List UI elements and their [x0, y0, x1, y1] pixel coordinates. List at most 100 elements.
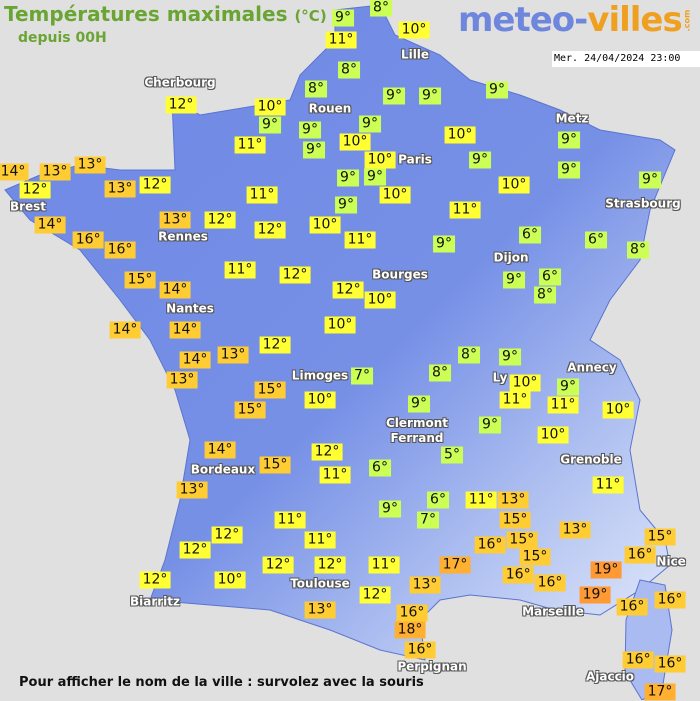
- temperature-marker[interactable]: 10°: [214, 571, 246, 589]
- temperature-marker[interactable]: 8°: [305, 80, 327, 98]
- temperature-marker[interactable]: 15°: [259, 456, 291, 474]
- temperature-marker[interactable]: 14°: [204, 441, 236, 459]
- temperature-marker[interactable]: 9°: [479, 416, 501, 434]
- temperature-marker[interactable]: 15°: [234, 401, 266, 419]
- temperature-marker[interactable]: 14°: [159, 281, 191, 299]
- temperature-marker[interactable]: 16°: [654, 591, 686, 609]
- temperature-marker[interactable]: 9°: [558, 161, 580, 179]
- temperature-marker[interactable]: 12°: [139, 571, 171, 589]
- temperature-marker[interactable]: 19°: [590, 561, 622, 579]
- temperature-marker[interactable]: 13°: [304, 601, 336, 619]
- temperature-marker[interactable]: 15°: [499, 511, 531, 529]
- temperature-marker[interactable]: 12°: [279, 266, 311, 284]
- temperature-marker[interactable]: 9°: [359, 115, 381, 133]
- temperature-marker[interactable]: 6°: [427, 491, 449, 509]
- temperature-marker[interactable]: 15°: [506, 531, 538, 549]
- temperature-marker[interactable]: 12°: [165, 96, 197, 114]
- temperature-marker[interactable]: 16°: [396, 604, 428, 622]
- temperature-marker[interactable]: 11°: [465, 491, 497, 509]
- temperature-marker[interactable]: 8°: [458, 346, 480, 364]
- temperature-marker[interactable]: 16°: [654, 655, 686, 673]
- temperature-marker[interactable]: 16°: [622, 651, 654, 669]
- temperature-marker[interactable]: 10°: [339, 133, 371, 151]
- temperature-marker[interactable]: 13°: [74, 156, 106, 174]
- temperature-marker[interactable]: 10°: [309, 216, 341, 234]
- temperature-marker[interactable]: 9°: [259, 116, 281, 134]
- temperature-marker[interactable]: 9°: [503, 271, 525, 289]
- temperature-marker[interactable]: 14°: [169, 321, 201, 339]
- temperature-marker[interactable]: 10°: [602, 401, 634, 419]
- temperature-marker[interactable]: 12°: [254, 221, 286, 239]
- temperature-marker[interactable]: 17°: [439, 556, 471, 574]
- temperature-marker[interactable]: 9°: [419, 87, 441, 105]
- temperature-marker[interactable]: 12°: [359, 586, 391, 604]
- temperature-marker[interactable]: 7°: [417, 511, 439, 529]
- temperature-marker[interactable]: 9°: [499, 348, 521, 366]
- temperature-marker[interactable]: 6°: [585, 231, 607, 249]
- temperature-marker[interactable]: 12°: [311, 443, 343, 461]
- temperature-marker[interactable]: 8°: [429, 364, 451, 382]
- temperature-marker[interactable]: 16°: [616, 598, 648, 616]
- temperature-marker[interactable]: 16°: [534, 574, 566, 592]
- temperature-marker[interactable]: 11°: [246, 186, 278, 204]
- temperature-marker[interactable]: 16°: [474, 536, 506, 554]
- temperature-marker[interactable]: 19°: [579, 586, 611, 604]
- temperature-marker[interactable]: 13°: [176, 481, 208, 499]
- temperature-marker[interactable]: 10°: [379, 186, 411, 204]
- temperature-marker[interactable]: 13°: [104, 180, 136, 198]
- temperature-marker[interactable]: 11°: [449, 201, 481, 219]
- temperature-marker[interactable]: 9°: [332, 9, 354, 27]
- temperature-marker[interactable]: 9°: [639, 171, 661, 189]
- temperature-marker[interactable]: 9°: [303, 141, 325, 159]
- temperature-marker[interactable]: 16°: [502, 566, 534, 584]
- temperature-marker[interactable]: 10°: [304, 391, 336, 409]
- temperature-marker[interactable]: 7°: [351, 367, 373, 385]
- temperature-marker[interactable]: 11°: [368, 556, 400, 574]
- temperature-marker[interactable]: 10°: [324, 316, 356, 334]
- temperature-marker[interactable]: 15°: [644, 528, 676, 546]
- temperature-marker[interactable]: 12°: [19, 181, 51, 199]
- temperature-marker[interactable]: 17°: [644, 683, 676, 701]
- temperature-marker[interactable]: 6°: [519, 226, 541, 244]
- temperature-marker[interactable]: 11°: [499, 391, 531, 409]
- temperature-marker[interactable]: 13°: [166, 371, 198, 389]
- temperature-marker[interactable]: 12°: [259, 336, 291, 354]
- temperature-marker[interactable]: 9°: [364, 168, 386, 186]
- temperature-marker[interactable]: 13°: [159, 211, 191, 229]
- temperature-marker[interactable]: 12°: [262, 556, 294, 574]
- temperature-marker[interactable]: 11°: [547, 396, 579, 414]
- temperature-marker[interactable]: 9°: [383, 87, 405, 105]
- meteo-villes-logo[interactable]: meteo-villes.com: [458, 0, 700, 40]
- temperature-marker[interactable]: 11°: [344, 231, 376, 249]
- temperature-marker[interactable]: 10°: [364, 151, 396, 169]
- temperature-marker[interactable]: 16°: [404, 641, 436, 659]
- temperature-marker[interactable]: 15°: [519, 548, 551, 566]
- temperature-marker[interactable]: 6°: [539, 268, 561, 286]
- temperature-marker[interactable]: 13°: [409, 576, 441, 594]
- temperature-marker[interactable]: 10°: [398, 21, 430, 39]
- temperature-marker[interactable]: 12°: [204, 211, 236, 229]
- temperature-marker[interactable]: 9°: [469, 151, 491, 169]
- temperature-marker[interactable]: 9°: [337, 169, 359, 187]
- temperature-marker[interactable]: 13°: [559, 521, 591, 539]
- temperature-marker[interactable]: 10°: [254, 98, 286, 116]
- temperature-marker[interactable]: 9°: [335, 196, 357, 214]
- temperature-marker[interactable]: 12°: [179, 541, 211, 559]
- temperature-marker[interactable]: 8°: [534, 286, 556, 304]
- temperature-marker[interactable]: 9°: [433, 235, 455, 253]
- temperature-marker[interactable]: 9°: [408, 395, 430, 413]
- temperature-marker[interactable]: 11°: [319, 466, 351, 484]
- temperature-marker[interactable]: 16°: [104, 241, 136, 259]
- temperature-marker[interactable]: 15°: [124, 271, 156, 289]
- temperature-marker[interactable]: 9°: [557, 378, 579, 396]
- temperature-marker[interactable]: 16°: [72, 231, 104, 249]
- temperature-marker[interactable]: 11°: [325, 31, 357, 49]
- temperature-marker[interactable]: 10°: [498, 176, 530, 194]
- temperature-marker[interactable]: 14°: [179, 351, 211, 369]
- temperature-marker[interactable]: 10°: [537, 426, 569, 444]
- temperature-marker[interactable]: 12°: [332, 281, 364, 299]
- temperature-marker[interactable]: 14°: [0, 163, 29, 181]
- temperature-marker[interactable]: 12°: [211, 526, 243, 544]
- temperature-marker[interactable]: 14°: [34, 216, 66, 234]
- temperature-marker[interactable]: 13°: [39, 163, 71, 181]
